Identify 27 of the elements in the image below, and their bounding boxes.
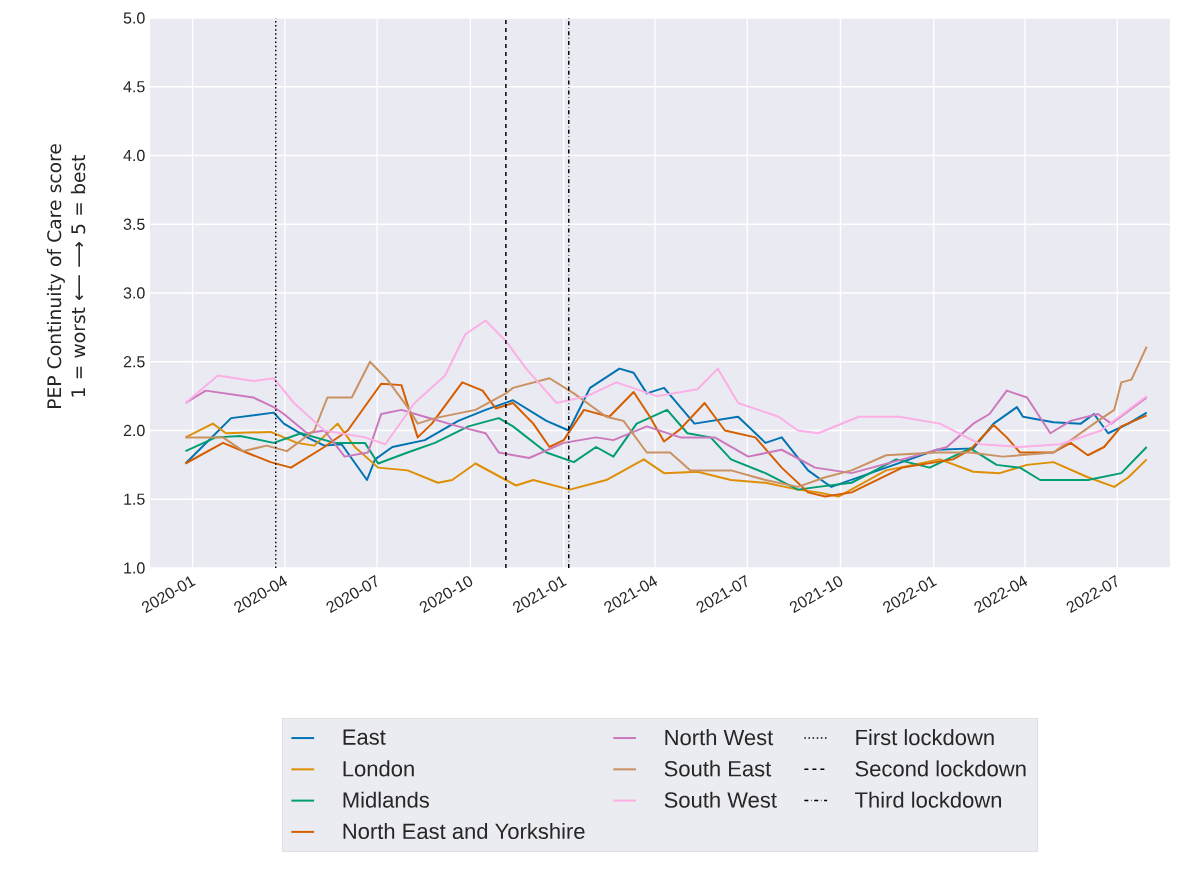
legend-label: First lockdown [856,729,994,746]
line-series [184,381,1148,498]
y-tick-label: 5.0 [123,12,145,24]
legend-label: North East and Yorkshire [343,822,585,840]
line-series [184,367,1148,488]
legend-label: Midlands [343,791,430,808]
line-series [184,408,1148,491]
y-tick-label: 3.0 [123,287,145,299]
y-axis-title: PEP Continuity of Care score 1 = worst ⟵ ⟶ 5 = best [46,144,86,408]
y-tick-label: 1.0 [124,562,145,574]
y-tick-label: 4.0 [123,149,145,162]
legend-label: Second lockdown [855,760,1026,777]
y-tick-label: 3.5 [123,218,145,230]
legend-label: East [343,729,386,745]
line-series [184,389,1148,475]
legend-label: Third lockdown [855,791,1002,808]
y-tick-label: 2.5 [123,356,145,368]
legend-label: South West [664,791,777,808]
y-tick-label: 2.0 [123,424,145,437]
legend-label: London [343,760,414,777]
legend-label: North West [665,729,774,746]
legend-label: South East [664,760,772,777]
y-tick-label: 1.5 [124,493,145,505]
y-tick-label: 4.5 [123,81,145,93]
line-series [184,422,1148,498]
line-series [184,319,1148,448]
line-series [184,345,1148,488]
